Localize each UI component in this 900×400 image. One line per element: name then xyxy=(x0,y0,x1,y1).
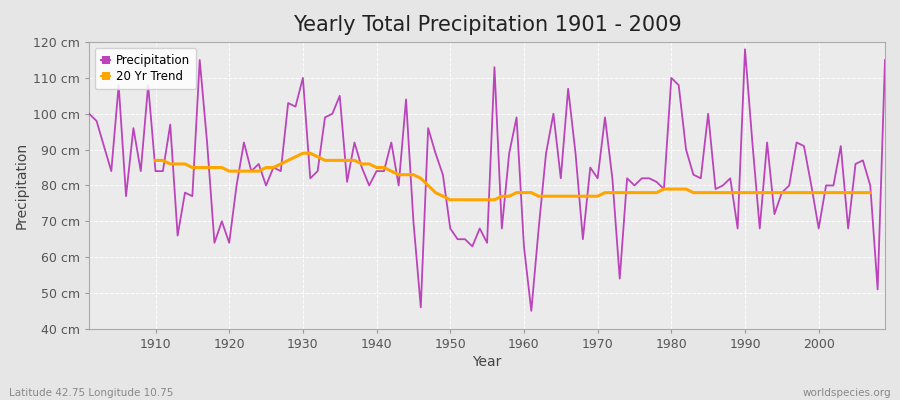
Precipitation xyxy=(511,115,522,120)
Precipitation xyxy=(615,276,626,281)
Precipitation xyxy=(518,244,529,249)
20 Yr Trend xyxy=(194,165,205,170)
20 Yr Trend xyxy=(504,194,515,199)
20 Yr Trend xyxy=(865,190,876,195)
20 Yr Trend xyxy=(615,190,626,195)
Precipitation xyxy=(349,140,360,145)
X-axis label: Year: Year xyxy=(472,355,502,369)
Precipitation xyxy=(526,308,536,313)
20 Yr Trend xyxy=(562,194,573,199)
20 Yr Trend xyxy=(710,190,721,195)
Legend: Precipitation, 20 Yr Trend: Precipitation, 20 Yr Trend xyxy=(95,48,196,89)
Text: Latitude 42.75 Longitude 10.75: Latitude 42.75 Longitude 10.75 xyxy=(9,388,174,398)
Precipitation xyxy=(84,111,94,116)
20 Yr Trend xyxy=(150,158,161,163)
Precipitation xyxy=(143,83,154,88)
Precipitation xyxy=(879,58,890,62)
Precipitation xyxy=(740,47,751,52)
Title: Yearly Total Precipitation 1901 - 2009: Yearly Total Precipitation 1901 - 2009 xyxy=(292,15,681,35)
20 Yr Trend xyxy=(298,151,309,156)
Y-axis label: Precipitation: Precipitation xyxy=(15,142,29,229)
20 Yr Trend xyxy=(445,197,455,202)
Text: worldspecies.org: worldspecies.org xyxy=(803,388,891,398)
Line: 20 Yr Trend: 20 Yr Trend xyxy=(156,153,870,200)
Line: Precipitation: Precipitation xyxy=(89,49,885,311)
20 Yr Trend xyxy=(209,165,220,170)
Precipitation xyxy=(305,176,316,181)
